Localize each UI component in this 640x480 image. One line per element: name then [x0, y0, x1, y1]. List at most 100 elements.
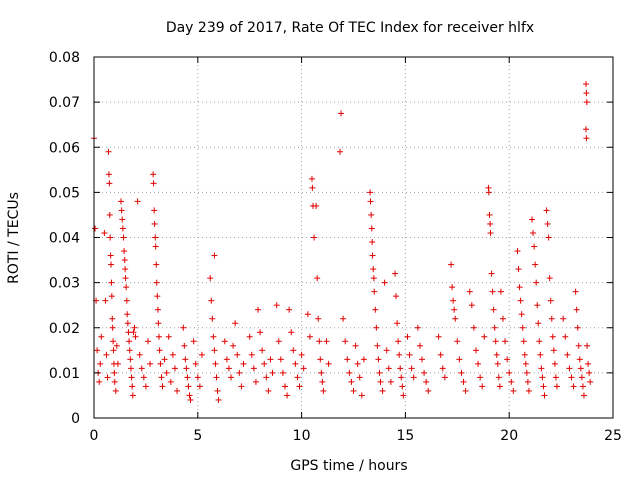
data-point — [421, 369, 428, 376]
data-point — [566, 365, 573, 372]
data-point — [140, 374, 147, 381]
data-point — [257, 329, 264, 336]
data-point — [97, 360, 104, 367]
data-point — [126, 347, 133, 354]
data-point — [246, 333, 253, 340]
data-point — [397, 365, 404, 372]
data-point — [150, 180, 157, 187]
data-point — [250, 365, 257, 372]
data-point — [337, 148, 344, 155]
data-point — [475, 360, 482, 367]
data-point — [543, 207, 550, 214]
data-point — [489, 288, 496, 295]
data-point — [119, 225, 126, 232]
data-point — [583, 126, 590, 133]
data-point — [214, 387, 221, 394]
data-point — [118, 207, 125, 214]
data-point — [159, 383, 166, 390]
data-point — [520, 338, 527, 345]
data-point — [375, 356, 382, 363]
data-point — [368, 211, 375, 218]
data-point — [439, 365, 446, 372]
data-point — [316, 338, 323, 345]
data-point — [211, 347, 218, 354]
data-point — [269, 369, 276, 376]
data-point — [110, 338, 117, 345]
data-point — [169, 351, 176, 358]
data-point — [572, 288, 579, 295]
data-point — [121, 248, 128, 255]
data-point — [491, 324, 498, 331]
data-point — [131, 324, 138, 331]
data-point — [111, 369, 118, 376]
data-point — [142, 383, 149, 390]
data-point — [358, 392, 365, 399]
data-point — [223, 356, 230, 363]
data-point — [314, 275, 321, 282]
data-point — [187, 396, 194, 403]
data-point — [138, 365, 145, 372]
data-point — [319, 378, 326, 385]
data-point — [152, 243, 159, 250]
data-point — [240, 360, 247, 367]
data-point — [515, 266, 522, 273]
data-point — [540, 383, 547, 390]
data-point — [105, 148, 112, 155]
data-point — [523, 369, 530, 376]
data-point — [161, 356, 168, 363]
data-point — [296, 383, 303, 390]
data-point — [150, 171, 157, 178]
data-point — [544, 220, 551, 227]
x-tick-label: 10 — [293, 428, 311, 444]
data-point — [373, 324, 380, 331]
data-point — [263, 374, 270, 381]
data-point — [470, 324, 477, 331]
data-point — [238, 383, 245, 390]
data-point — [338, 110, 345, 117]
data-point — [479, 383, 486, 390]
data-point — [425, 387, 432, 394]
data-point — [167, 378, 174, 385]
data-point — [492, 338, 499, 345]
data-point — [371, 288, 378, 295]
x-tick-label: 20 — [500, 428, 518, 444]
y-tick-label: 0.02 — [49, 321, 80, 337]
data-point — [171, 365, 178, 372]
data-point — [372, 306, 379, 313]
data-point — [234, 351, 241, 358]
data-point — [406, 351, 413, 358]
data-point — [198, 351, 205, 358]
data-point — [348, 378, 355, 385]
data-point — [109, 315, 116, 322]
data-point — [342, 338, 349, 345]
y-tick-label: 0.06 — [49, 140, 80, 156]
data-point — [157, 360, 164, 367]
data-point — [385, 365, 392, 372]
data-point — [286, 306, 293, 313]
data-point — [120, 234, 127, 241]
data-point — [535, 320, 542, 327]
data-point — [156, 347, 163, 354]
data-point — [163, 369, 170, 376]
data-point — [419, 356, 426, 363]
data-point — [275, 338, 282, 345]
data-point — [152, 234, 159, 241]
y-tick-label: 0.07 — [49, 95, 80, 111]
data-point — [252, 378, 259, 385]
data-point — [584, 342, 591, 349]
data-point — [130, 329, 137, 336]
data-point — [585, 360, 592, 367]
data-point — [208, 297, 215, 304]
data-point — [539, 374, 546, 381]
data-point — [248, 351, 255, 358]
x-axis-label: GPS time / hours — [290, 458, 407, 474]
x-tick-label: 15 — [396, 428, 414, 444]
data-point — [113, 342, 120, 349]
data-point — [485, 189, 492, 196]
data-point — [472, 347, 479, 354]
data-point — [153, 279, 160, 286]
x-tick-label: 0 — [90, 428, 99, 444]
data-point — [352, 342, 359, 349]
data-point — [550, 347, 557, 354]
data-point — [490, 306, 497, 313]
